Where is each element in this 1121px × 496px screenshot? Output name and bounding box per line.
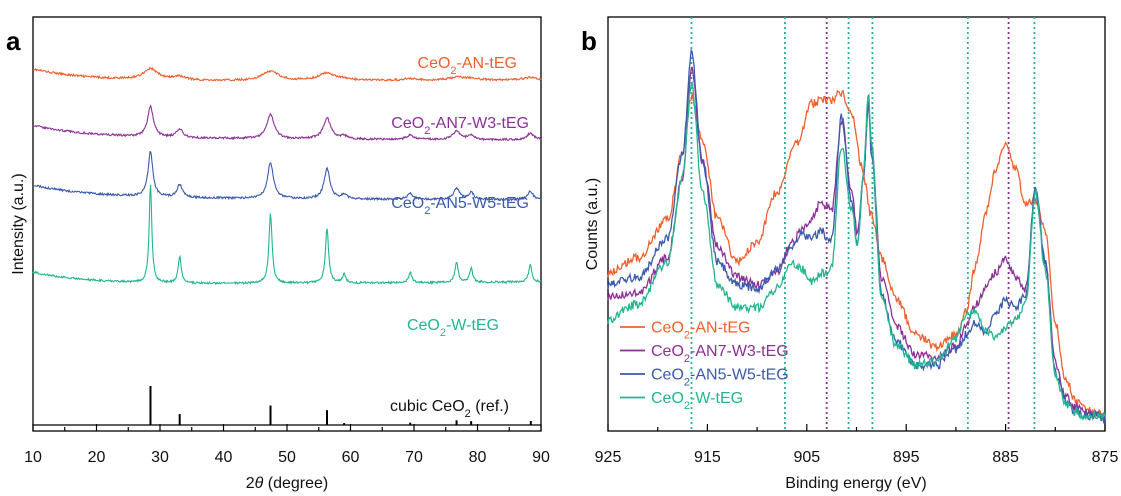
xrd-trace-line [32, 66, 542, 82]
xrd-trace-line [32, 104, 542, 142]
panel-a-reference-pattern: cubic CeO2 (ref.) [33, 386, 541, 426]
panel-b-reference-lines [690, 17, 1036, 431]
panel-b-label: b [581, 26, 597, 56]
panel-a-label: a [6, 26, 21, 56]
panel-a-ylabel: Intensity (a.u.) [10, 173, 27, 274]
xps-trace-line [607, 89, 1106, 419]
panel-b-ylabel: Counts (a.u.) [584, 178, 601, 270]
x-tick-label: 885 [992, 449, 1019, 466]
x-tick-label: 40 [215, 449, 233, 466]
panel-a-xrd: a CeO2-AN-tEG CeO2-AN7-W3-tEG CeO2-AN5-W5-… [6, 16, 550, 492]
xrd-series-label: CeO2-AN-tEG [418, 55, 517, 77]
x-tick-label: 30 [151, 449, 169, 466]
x-tick-label: 895 [893, 449, 920, 466]
panel-b-xlabel: Binding energy (eV) [785, 475, 926, 492]
panel-b-legend: CeO2-AN-tEGCeO2-AN7-W3-tEGCeO2-AN5-W5-tE… [620, 320, 789, 412]
x-tick-label: 90 [532, 449, 550, 466]
legend-entry: CeO2-AN-tEG [651, 320, 750, 342]
x-tick-label: 875 [1092, 449, 1119, 466]
xrd-series-label: CeO2-W-tEG [407, 317, 499, 339]
x-tick-label: 70 [405, 449, 423, 466]
x-tick-label: 10 [24, 449, 42, 466]
panel-b-xps: b 925 915 905 895 885 875 CeO2-AN-tEGCeO2-AN7… [581, 16, 1119, 492]
xps-trace-line [607, 80, 1106, 421]
xrd-series-label: CeO2-AN7-W3-tEG [391, 115, 529, 137]
legend-entry: CeO2-AN7-W3-tEG [651, 343, 789, 365]
x-tick-label: 80 [469, 449, 487, 466]
reference-label: cubic CeO2 (ref.) [390, 398, 509, 420]
x-tick-label: 60 [342, 449, 360, 466]
xrd-trace-line [32, 184, 542, 286]
panel-b-x-axis: 925 915 905 895 885 875 [595, 424, 1119, 466]
x-tick-label: 50 [278, 449, 296, 466]
panel-a-series: CeO2-AN-tEG CeO2-AN7-W3-tEG CeO2-AN5-W5-tE… [32, 55, 542, 339]
legend-entry: CeO2-AN5-W5-tEG [651, 367, 789, 389]
panel-a-x-axis: 10 20 30 40 50 60 70 80 90 [24, 424, 550, 466]
x-tick-label: 915 [694, 449, 721, 466]
legend-entry: CeO2-W-tEG [651, 390, 743, 412]
panel-b-series [607, 48, 1106, 424]
xrd-trace-line [32, 151, 542, 202]
x-tick-label: 925 [595, 449, 622, 466]
x-tick-label: 20 [88, 449, 106, 466]
xps-trace-line [607, 66, 1106, 421]
panel-a-frame [32, 16, 542, 432]
panel-a-xlabel: 2θ (degree) [246, 475, 329, 492]
x-tick-label: 905 [793, 449, 820, 466]
xrd-series-label: CeO2-AN5-W5-tEG [391, 195, 529, 217]
